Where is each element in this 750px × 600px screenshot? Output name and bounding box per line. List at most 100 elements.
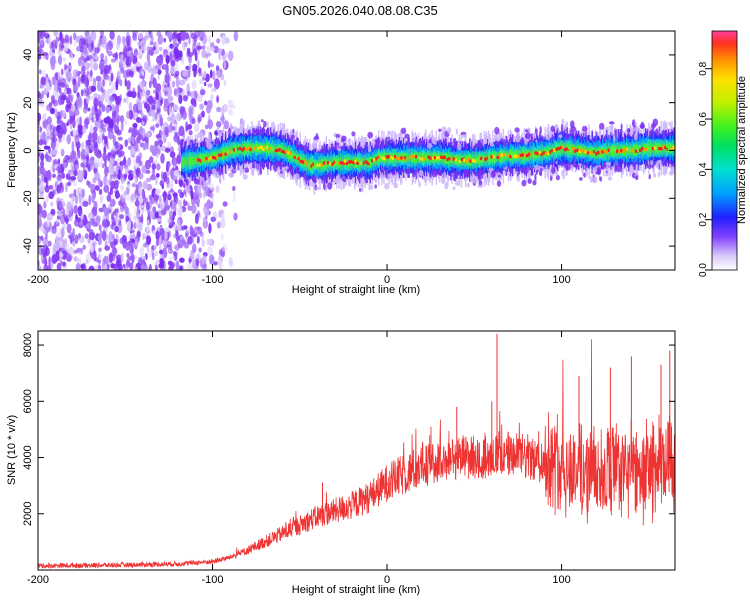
noise-speckle: [214, 78, 220, 90]
noise-speckle: [72, 128, 76, 137]
noise-speckle: [98, 207, 105, 213]
noise-speckle: [209, 255, 215, 263]
noise-speckle: [84, 104, 88, 110]
noise-speckle: [123, 173, 128, 179]
noise-speckle: [59, 182, 63, 189]
noise-speckle: [165, 63, 169, 75]
noise-speckle: [68, 248, 75, 255]
noise-speckle: [145, 159, 151, 170]
noise-speckle: [69, 232, 75, 241]
noise-speckle: [97, 150, 102, 155]
noise-speckle: [69, 65, 73, 70]
noise-speckle: [172, 80, 175, 88]
noise-speckle: [60, 261, 63, 266]
noise-speckle: [60, 164, 64, 174]
noise-speckle: [126, 91, 131, 97]
noise-speckle: [100, 93, 105, 103]
noise-speckle: [59, 252, 64, 258]
spectrogram-ridge: [178, 118, 675, 195]
noise-speckle: [43, 52, 46, 60]
noise-speckle: [156, 173, 160, 178]
noise-speckle: [175, 260, 180, 270]
noise-speckle: [45, 31, 48, 37]
noise-speckle: [193, 34, 198, 44]
noise-speckle: [142, 233, 146, 240]
noise-speckle: [153, 49, 160, 55]
noise-speckle: [73, 256, 78, 262]
noise-speckle: [158, 235, 162, 247]
noise-speckle: [191, 79, 197, 90]
noise-speckle: [114, 51, 118, 61]
noise-speckle: [156, 163, 161, 171]
noise-speckle: [101, 163, 105, 169]
noise-speckle: [89, 69, 93, 78]
noise-speckle: [202, 216, 206, 222]
noise-speckle: [88, 232, 95, 241]
noise-speckle: [80, 43, 84, 53]
noise-speckle: [75, 141, 81, 149]
noise-speckle: [65, 173, 71, 180]
noise-speckle: [188, 51, 194, 58]
noise-speckle: [94, 47, 100, 54]
noise-speckle: [41, 209, 47, 219]
noise-speckle: [169, 43, 174, 49]
noise-speckle: [38, 48, 44, 56]
noise-speckle: [51, 48, 56, 53]
noise-speckle: [168, 106, 172, 117]
noise-speckle: [80, 55, 85, 61]
noise-speckle: [122, 263, 126, 269]
noise-speckle: [107, 50, 113, 57]
noise-speckle: [129, 66, 135, 72]
noise-speckle: [109, 150, 116, 159]
noise-speckle: [105, 234, 110, 241]
noise-speckle: [172, 126, 176, 131]
noise-speckle: [42, 131, 46, 142]
noise-speckle: [183, 182, 186, 189]
noise-speckle: [165, 54, 170, 64]
noise-speckle: [217, 257, 221, 268]
noise-speckle: [219, 218, 226, 229]
noise-speckle: [210, 63, 214, 68]
noise-speckle: [109, 31, 115, 40]
noise-speckle: [125, 241, 131, 251]
noise-speckle: [192, 243, 197, 254]
noise-speckle: [137, 220, 143, 232]
noise-speckle: [198, 192, 203, 199]
ridge-strip: [190, 156, 192, 165]
noise-speckle: [43, 201, 47, 209]
noise-speckle: [115, 167, 119, 175]
noise-speckle: [173, 103, 179, 112]
noise-speckle: [119, 214, 125, 220]
noise-speckle: [122, 192, 126, 199]
noise-speckle: [45, 73, 48, 78]
noise-speckle: [44, 185, 50, 193]
noise-speckle: [199, 79, 204, 85]
noise-speckle: [48, 36, 51, 47]
noise-speckle: [178, 199, 183, 207]
ridge-strip: [184, 158, 186, 165]
noise-speckle: [154, 250, 158, 256]
noise-speckle: [108, 164, 115, 176]
noise-speckle: [53, 31, 60, 37]
noise-speckle: [65, 208, 69, 216]
noise-speckle: [80, 264, 85, 269]
noise-speckle: [38, 237, 41, 245]
noise-speckle: [182, 95, 188, 102]
noise-speckle: [192, 259, 197, 270]
noise-speckle: [157, 57, 163, 66]
noise-speckle: [181, 225, 186, 231]
noise-speckle: [201, 49, 207, 59]
noise-speckle: [66, 181, 72, 187]
noise-speckle: [187, 228, 191, 233]
noise-speckle: [169, 180, 174, 190]
noise-speckle: [108, 41, 113, 48]
noise-speckle: [169, 256, 175, 261]
noise-speckle: [133, 222, 137, 229]
noise-speckle: [146, 219, 150, 226]
noise-speckle: [167, 193, 172, 201]
noise-speckle: [39, 39, 45, 49]
noise-speckle: [87, 107, 91, 112]
noise-speckle: [128, 173, 134, 181]
noise-speckle: [197, 59, 200, 69]
noise-speckle: [123, 156, 126, 166]
